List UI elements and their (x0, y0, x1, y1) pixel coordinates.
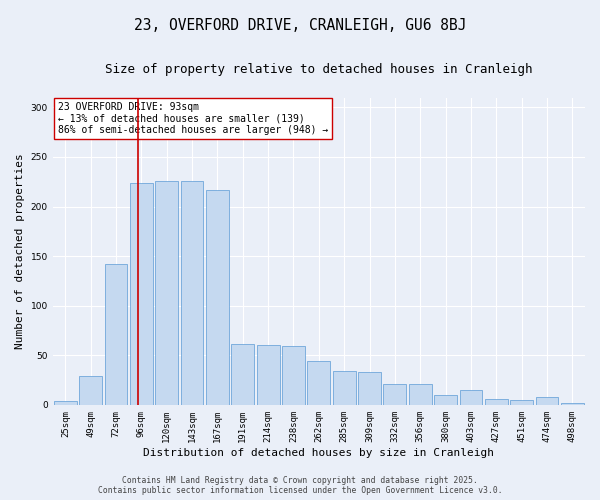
Bar (257, 346, 280, 405)
Title: Size of property relative to detached houses in Cranleigh: Size of property relative to detached ho… (105, 62, 533, 76)
Bar (561, 403, 584, 405)
Text: 23, OVERFORD DRIVE, CRANLEIGH, GU6 8BJ: 23, OVERFORD DRIVE, CRANLEIGH, GU6 8BJ (134, 18, 466, 32)
Bar (510, 400, 533, 405)
Bar (79, 376, 102, 405)
Bar (282, 346, 305, 405)
Bar (181, 181, 203, 405)
Bar (307, 361, 330, 405)
Bar (383, 384, 406, 405)
Bar (130, 183, 153, 405)
X-axis label: Distribution of detached houses by size in Cranleigh: Distribution of detached houses by size … (143, 448, 494, 458)
Bar (536, 397, 559, 405)
Bar (54, 401, 77, 405)
Bar (155, 181, 178, 405)
Bar (206, 190, 229, 405)
Bar (409, 384, 431, 405)
Bar (358, 372, 381, 405)
Text: 23 OVERFORD DRIVE: 93sqm
← 13% of detached houses are smaller (139)
86% of semi-: 23 OVERFORD DRIVE: 93sqm ← 13% of detach… (58, 102, 328, 136)
Bar (333, 371, 356, 405)
Bar (104, 264, 127, 405)
Bar (485, 399, 508, 405)
Bar (434, 395, 457, 405)
Y-axis label: Number of detached properties: Number of detached properties (15, 154, 25, 349)
Text: Contains HM Land Registry data © Crown copyright and database right 2025.
Contai: Contains HM Land Registry data © Crown c… (98, 476, 502, 495)
Bar (460, 390, 482, 405)
Bar (232, 344, 254, 405)
